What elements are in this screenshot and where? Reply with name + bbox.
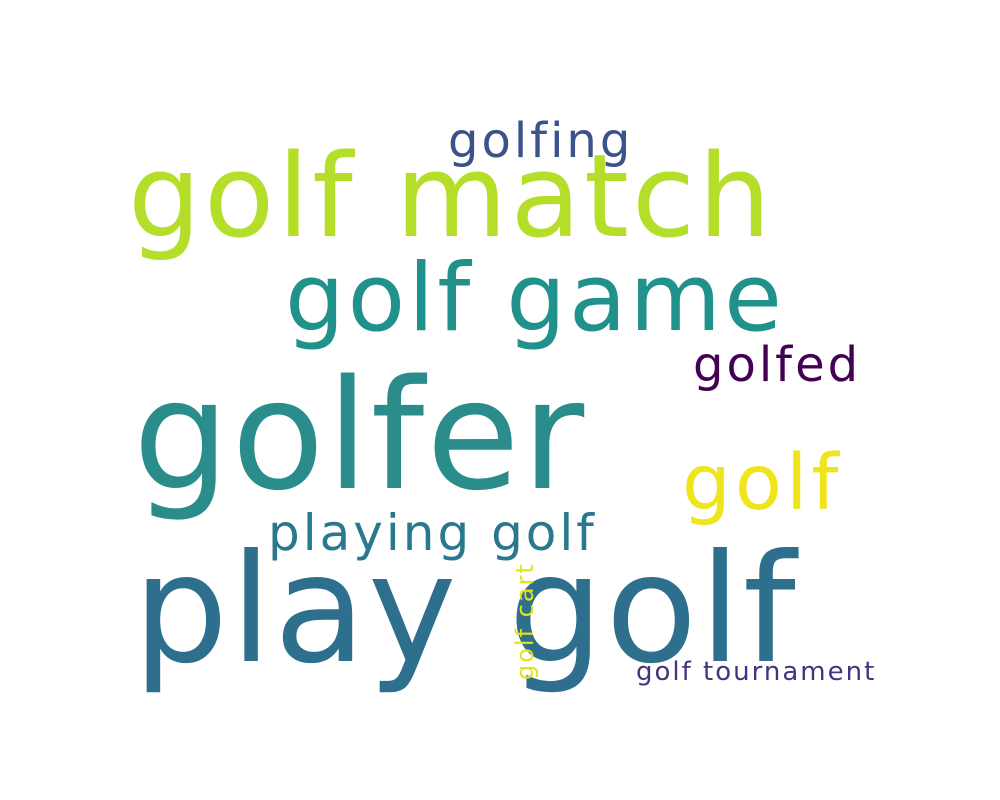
word-golfer: golfer (133, 347, 587, 524)
word-golf-match: golf match (128, 130, 775, 264)
word-play-golf: play golf (133, 523, 798, 697)
word-golf: golf (682, 439, 843, 528)
word-golf-tournament: golf tournament (636, 657, 877, 687)
word-golf-game: golf game (285, 244, 785, 353)
word-golfing: golfing (448, 113, 634, 169)
word-golfed: golfed (693, 337, 862, 393)
word-playing-golf: playing golf (268, 504, 597, 562)
word-golf-cart: golf cart (511, 562, 539, 680)
